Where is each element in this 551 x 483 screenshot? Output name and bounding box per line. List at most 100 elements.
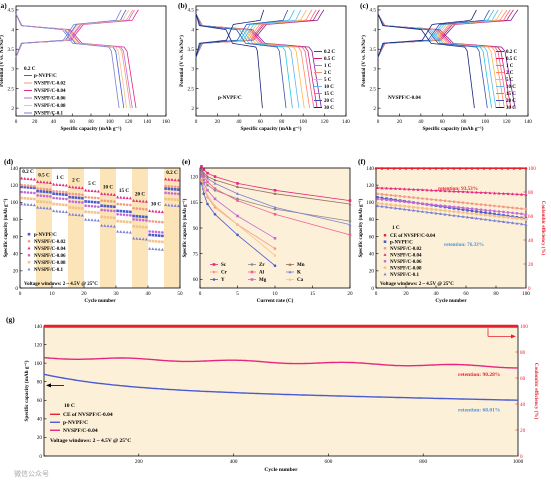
panel-e-xtick-label: 20 (347, 291, 353, 297)
legend-label: NVSPF/C-0.04 (390, 254, 422, 259)
y-axis-label: Potential (V vs. Na/Na⁺) (0, 35, 5, 87)
data-point (52, 192, 55, 196)
data-point (68, 206, 71, 209)
y-axis-label: Potential (V vs. Na/Na⁺) (361, 35, 367, 87)
data-point (448, 205, 451, 208)
data-point (475, 210, 478, 213)
data-point (475, 207, 478, 211)
data-point (144, 237, 148, 241)
panel-a-xtick-label: 0 (15, 119, 18, 125)
data-point (524, 192, 528, 196)
panel-c: 0 20 40 60 80 100 120 140 2 2.5 3 3.5 4 4.5(c) Specifi… (360, 1, 532, 132)
ce-point (488, 167, 492, 170)
data-point (502, 214, 505, 217)
data-point (151, 239, 155, 243)
data-point (36, 180, 40, 183)
ce-point (476, 167, 480, 170)
data-point (511, 206, 514, 210)
discharge-curve-c (377, 13, 512, 109)
data-point (421, 188, 424, 192)
data-point (403, 200, 406, 204)
legend-label: Y (221, 278, 225, 283)
panel-e-xtick-label: 10 (272, 291, 278, 297)
data-point (113, 209, 116, 213)
data-point (81, 201, 84, 204)
data-point (430, 207, 433, 211)
data-point (138, 225, 142, 229)
data-point (23, 184, 27, 187)
data-point (412, 208, 415, 212)
panel-letter: (f) (358, 157, 366, 166)
data-point (412, 196, 415, 199)
panel-g-ytick-label: 60 (37, 398, 43, 404)
data-point (452, 189, 456, 193)
data-point (348, 233, 352, 237)
panel-f-xtick-label: 60 (463, 291, 469, 297)
legend-label: CE of NVSPF/C-0.04 (63, 412, 113, 418)
data-point (87, 200, 91, 203)
data-point (106, 216, 110, 219)
data-point (524, 207, 528, 211)
panel-c-ytick-label: 2 (373, 106, 376, 112)
data-point (502, 205, 505, 209)
panel-d-xtick-label: 10 (49, 291, 55, 297)
legend-marker (212, 278, 216, 281)
data-point (173, 198, 177, 201)
data-point (170, 185, 174, 188)
series-line-NVSPF-0.04 (43, 356, 518, 369)
data-point (176, 204, 180, 208)
panel-f-xtick-label: 20 (403, 291, 409, 297)
data-point (119, 213, 123, 216)
data-point (116, 202, 119, 206)
discharge-curve-b (195, 13, 263, 109)
legend-marker (383, 266, 387, 269)
legend-marker (288, 262, 292, 266)
panel-f-ytick-label: 120 (366, 183, 374, 189)
y2-tick-label: 60 (528, 214, 534, 220)
data-point (398, 204, 402, 208)
legend-marker (212, 263, 216, 266)
data-point (394, 203, 397, 207)
data-point (113, 200, 116, 203)
data-point (470, 216, 474, 219)
data-point (20, 176, 24, 180)
ce-point (518, 167, 522, 170)
data-point (479, 213, 483, 216)
legend-marker (288, 270, 292, 274)
data-point (29, 177, 33, 181)
data-point (58, 190, 62, 193)
data-point (87, 218, 91, 221)
data-point (129, 220, 132, 224)
panel-letter: (e) (182, 157, 191, 166)
data-point (116, 219, 119, 223)
data-point (151, 230, 155, 233)
data-point (119, 230, 123, 233)
panel-b-xtick-label: 0 (195, 119, 198, 125)
series-line (201, 178, 276, 256)
data-point (116, 229, 120, 233)
data-point (128, 230, 132, 234)
panel-b-ytick-label: 4 (191, 27, 194, 33)
data-point (470, 202, 474, 205)
panel-c-xtick-label: 140 (524, 119, 532, 125)
footer-note: Voltage windows: 2 ~ 4.5V @ 25°C (50, 437, 131, 444)
data-point (524, 218, 528, 221)
panel-letter: (d) (4, 157, 14, 166)
data-point (138, 215, 142, 218)
legend-label: 5 C (324, 78, 332, 83)
data-point (71, 212, 75, 216)
data-point (135, 236, 139, 240)
data-point (407, 205, 411, 209)
panel-f: 0 20 40 60 80 1000204060801001201400204060801… (358, 157, 545, 304)
data-point (29, 191, 33, 195)
legend-label: 2 C (506, 71, 514, 76)
data-point (457, 207, 460, 211)
legend-marker (288, 277, 292, 281)
data-point (380, 196, 384, 200)
data-point (116, 209, 119, 213)
series-line (377, 197, 527, 219)
data-point (154, 234, 158, 237)
data-point (20, 183, 23, 187)
panel-e-ytick-label: 75 (193, 252, 199, 258)
data-point (97, 211, 100, 215)
